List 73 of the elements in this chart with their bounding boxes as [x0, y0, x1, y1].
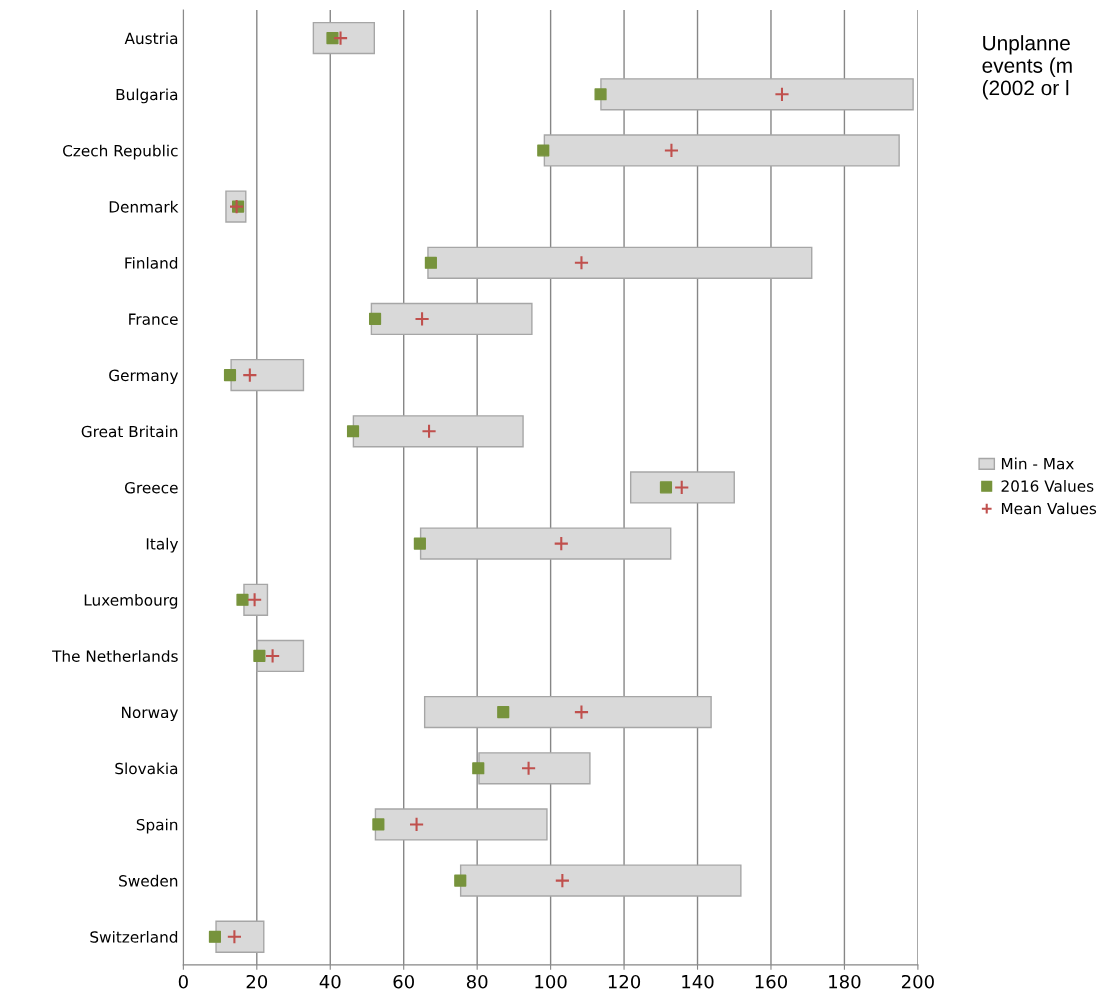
- bar: [459, 864, 742, 897]
- bar: [423, 695, 712, 729]
- y-tick-label: Greece: [124, 481, 178, 494]
- y-tick-label: Germany: [109, 369, 179, 385]
- point: [236, 593, 249, 606]
- y-tick-label: Slovakia: [115, 762, 178, 775]
- point: [368, 312, 382, 326]
- legend-label: Min - Max: [1001, 457, 1074, 470]
- x-tick-label: 40: [319, 974, 341, 989]
- point: [346, 425, 360, 438]
- point: [573, 704, 590, 720]
- point: [326, 32, 339, 45]
- x-tick-label: 200: [901, 974, 934, 989]
- y-tick-label: Austria: [124, 32, 178, 45]
- point: [537, 144, 550, 157]
- x-tick-label: 120: [608, 974, 641, 989]
- legend-label: 2016 Values: [1001, 480, 1094, 492]
- bar: [543, 134, 900, 167]
- y-tick-label: Denmark: [109, 200, 179, 213]
- point: [573, 255, 590, 271]
- point: [553, 535, 569, 552]
- bar: [419, 527, 672, 560]
- bar: [230, 358, 305, 392]
- y-tick-label: The Netherlands: [52, 650, 178, 662]
- point: [659, 481, 673, 494]
- point: [413, 537, 426, 550]
- x-tick-label: 140: [682, 974, 714, 989]
- bar: [629, 471, 735, 504]
- y-tick-label: Great Britain: [81, 425, 178, 438]
- y-tick-label: Luxembourg: [84, 593, 178, 609]
- bar: [370, 302, 533, 336]
- bar: [478, 752, 591, 785]
- point: [424, 256, 437, 269]
- y-tick-label: Sweden: [119, 874, 178, 887]
- y-tick-label: Czech Republic: [63, 144, 178, 160]
- point: [414, 311, 430, 327]
- y-tick-label: Italy: [146, 537, 179, 553]
- point: [242, 367, 258, 383]
- point: [554, 872, 570, 889]
- point: [472, 762, 485, 775]
- y-tick-label: Norway: [122, 706, 179, 722]
- y-tick-label: Spain: [136, 818, 178, 834]
- point: [774, 86, 790, 102]
- point: [208, 930, 222, 943]
- x-tick-label: 20: [246, 974, 268, 989]
- point: [663, 142, 680, 159]
- point: [253, 649, 266, 663]
- x-tick-label: 60: [393, 974, 414, 989]
- bar: [352, 415, 524, 448]
- bar: [215, 920, 265, 953]
- point: [674, 479, 690, 496]
- x-tick-label: 0: [178, 974, 188, 989]
- bar: [374, 808, 548, 841]
- legend-label: Mean Values: [1001, 502, 1097, 515]
- x-tick-label: 160: [755, 974, 787, 989]
- y-tick-label: Bulgaria: [116, 88, 178, 104]
- x-tick-label: 180: [829, 974, 861, 989]
- y-tick-label: France: [129, 313, 178, 325]
- x-tick-label: 80: [466, 974, 488, 989]
- point: [497, 706, 510, 719]
- point: [223, 369, 237, 382]
- point: [372, 818, 385, 831]
- point: [421, 423, 437, 439]
- point: [594, 88, 607, 101]
- bar: [600, 78, 914, 111]
- y-tick-label: Switzerland: [90, 930, 178, 943]
- text: Unplanne events (m (2002 or l: [982, 35, 1072, 100]
- bar: [427, 246, 813, 279]
- x-tick-label: 100: [535, 974, 567, 989]
- point: [520, 760, 537, 776]
- point: [454, 874, 467, 887]
- y-tick-label: Finland: [125, 256, 178, 269]
- point: [408, 816, 425, 833]
